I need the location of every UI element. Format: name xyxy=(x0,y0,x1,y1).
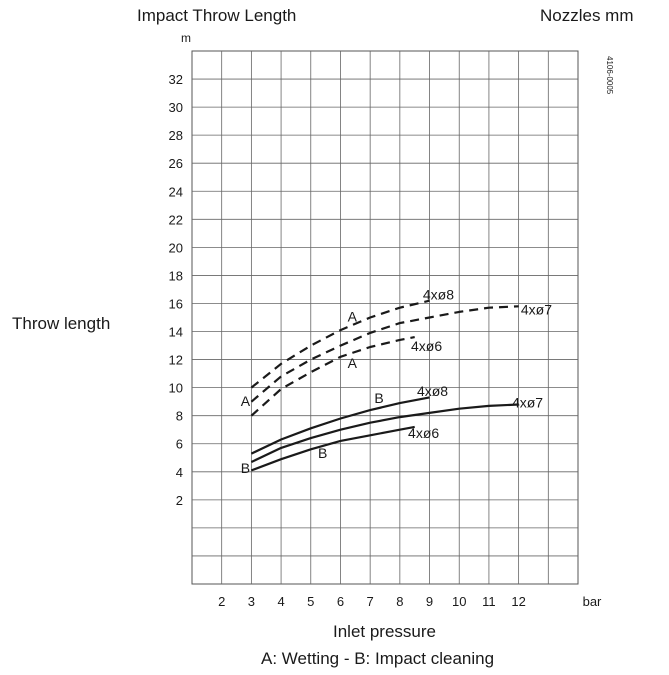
series-line-b xyxy=(251,425,415,472)
x-tick-label: 11 xyxy=(482,594,496,609)
y-tick-label: 12 xyxy=(169,353,183,368)
curve-label: 4xø7 xyxy=(521,302,552,318)
y-tick-label: 28 xyxy=(169,128,183,143)
x-tick-label: 8 xyxy=(396,594,403,609)
y-tick-label: 10 xyxy=(169,381,183,396)
x-tick-label: 4 xyxy=(277,594,284,609)
x-tick-label: 6 xyxy=(337,594,344,609)
y-tick-label: 16 xyxy=(169,296,183,311)
x-axis-label: Inlet pressure xyxy=(333,622,436,641)
y-tick-label: 30 xyxy=(169,100,183,115)
series-line-b xyxy=(250,403,519,463)
curve-label: B xyxy=(374,390,383,406)
chart-grid xyxy=(191,50,579,585)
legend-note: A: Wetting - B: Impact cleaning xyxy=(261,649,495,668)
y-tick-label: 6 xyxy=(176,437,183,452)
series-line-a xyxy=(250,336,415,417)
y-tick-label: 24 xyxy=(169,184,183,199)
y-tick-label: 14 xyxy=(169,325,183,340)
y-tick-label: 22 xyxy=(169,212,183,227)
y-tick-label: 4 xyxy=(176,465,183,480)
y-tick-label: 20 xyxy=(169,240,183,255)
curve-label: 4xø6 xyxy=(408,425,439,441)
y-tick-label: 26 xyxy=(169,156,183,171)
curve-label: 4xø7 xyxy=(512,394,543,410)
curve-label: 4xø6 xyxy=(411,338,442,354)
x-tick-label: 5 xyxy=(307,594,314,609)
curve-label: B xyxy=(318,445,327,461)
x-tick-label: 9 xyxy=(426,594,433,609)
x-tick-label: 10 xyxy=(452,594,466,609)
series-line-a xyxy=(250,299,430,389)
x-axis-unit: bar xyxy=(583,594,602,609)
curve-label: 4xø8 xyxy=(417,383,448,399)
y-axis-unit: m xyxy=(181,31,191,45)
y-tick-label: 18 xyxy=(169,268,183,283)
chart-title: Impact Throw Length xyxy=(137,6,297,25)
curve-label: A xyxy=(348,355,358,371)
curve-label: 4xø8 xyxy=(423,286,454,302)
curve-label: A xyxy=(348,309,358,325)
y-tick-label: 2 xyxy=(176,493,183,508)
x-tick-label: 3 xyxy=(248,594,255,609)
plot-frame xyxy=(191,50,579,585)
curve-label: B xyxy=(241,460,250,476)
y-axis-label: Throw length xyxy=(12,314,111,333)
chart-series xyxy=(250,299,519,472)
x-tick-label: 7 xyxy=(367,594,374,609)
series-line-a xyxy=(250,305,519,403)
nozzles-header: Nozzles mm xyxy=(540,6,634,25)
series-line-b xyxy=(250,396,430,455)
chart-curve-labels: 4xø8 4xø7 4xø6 4xø8 4xø7 4xø6 A A A B B B xyxy=(241,286,552,476)
x-tick-label: 2 xyxy=(218,594,225,609)
y-tick-label: 8 xyxy=(176,409,183,424)
x-tick-label: 12 xyxy=(511,594,525,609)
curve-label: A xyxy=(241,393,251,409)
figure-code: 4106-0005 xyxy=(605,56,614,95)
y-tick-label: 32 xyxy=(169,72,183,87)
